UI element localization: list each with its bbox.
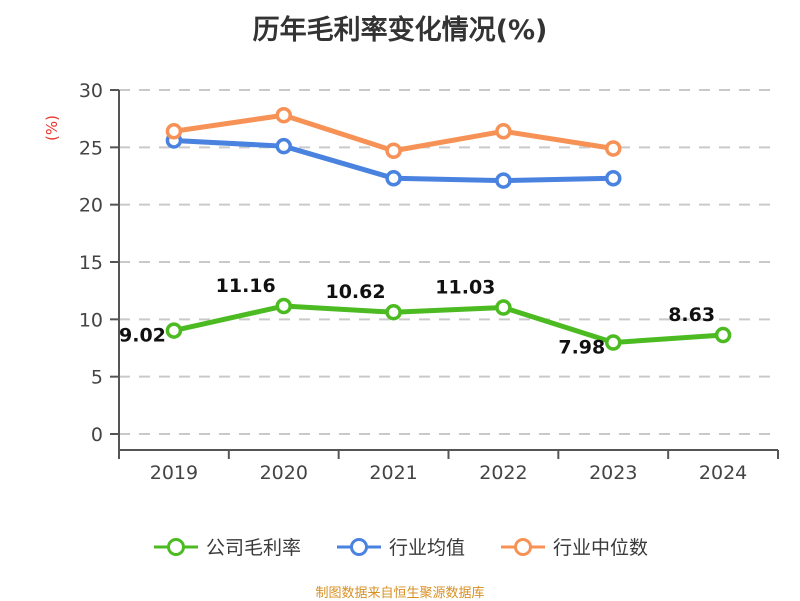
data-value-label: 9.02 xyxy=(119,325,166,347)
series-point-marker xyxy=(385,170,402,187)
x-tick-label: 2021 xyxy=(369,462,417,484)
series-point-marker xyxy=(385,142,402,160)
y-tick-label: 5 xyxy=(91,367,103,389)
x-tick-label: 2023 xyxy=(589,462,637,484)
series-point-marker xyxy=(495,299,512,316)
data-value-label: 10.62 xyxy=(325,281,385,303)
series-point-marker xyxy=(275,137,292,155)
data-labels-group: 9.02 11.16 10.62 11.03 7.98 8.63 xyxy=(119,275,715,358)
legend-item-label: 行业中位数 xyxy=(553,537,649,559)
x-axis-ticks-group: 2019 2020 2021 2022 2023 2024 xyxy=(118,450,779,484)
data-value-label: 11.03 xyxy=(435,277,495,299)
footer-source-note: 制图数据来自恒生聚源数据库 xyxy=(315,586,485,601)
series-line xyxy=(171,303,726,345)
legend-swatch-icon xyxy=(501,537,545,556)
y-tick-label: 15 xyxy=(79,252,103,274)
legend-swatch-icon xyxy=(153,537,198,556)
series-point-marker xyxy=(165,123,183,140)
series-point-marker xyxy=(495,123,512,140)
series-point-marker xyxy=(605,334,622,351)
legend-item[interactable]: 公司毛利率 xyxy=(152,533,301,560)
legend-item[interactable]: 行业均值 xyxy=(335,533,465,560)
series-point-marker xyxy=(714,326,732,344)
chart-plot-area: 30 25 20 15 10 5 0 2019 2020 2021 2022 2023 2024 (%… xyxy=(43,80,779,484)
x-tick-label: 2020 xyxy=(260,462,308,484)
series-point-marker xyxy=(605,170,622,187)
series-point-marker xyxy=(275,297,292,315)
series-point-marker xyxy=(385,303,402,321)
y-tick-label: 0 xyxy=(91,424,103,446)
y-axis-title: (%) xyxy=(43,115,61,141)
x-tick-label: 2019 xyxy=(150,462,198,484)
series-point-marker xyxy=(275,106,292,124)
series-point-marker xyxy=(605,140,622,157)
y-axis-ticks-group: 30 25 20 15 10 5 0 xyxy=(79,80,119,446)
data-series-group xyxy=(165,106,732,351)
y-tick-label: 20 xyxy=(79,195,103,217)
chart-title: 历年毛利率变化情况(%) xyxy=(252,15,548,46)
chart-legend: 公司毛利率 行业均值 行业中位数 xyxy=(0,533,800,560)
data-value-label: 7.98 xyxy=(558,336,605,358)
y-tick-label: 30 xyxy=(79,80,103,102)
x-tick-label: 2024 xyxy=(699,462,747,484)
y-tick-label: 25 xyxy=(79,137,103,159)
series-point-marker xyxy=(165,322,183,339)
data-value-label: 8.63 xyxy=(668,304,715,326)
legend-item-label: 行业均值 xyxy=(388,537,465,559)
legend-item-label: 公司毛利率 xyxy=(205,537,301,559)
y-tick-label: 10 xyxy=(79,309,103,331)
series-point-marker xyxy=(495,172,512,189)
data-value-label: 11.16 xyxy=(216,275,276,297)
legend-swatch-icon xyxy=(336,537,381,556)
y-axis-title-group: (%) xyxy=(43,115,61,141)
legend-item[interactable]: 行业中位数 xyxy=(499,533,648,560)
x-tick-label: 2022 xyxy=(479,462,527,484)
